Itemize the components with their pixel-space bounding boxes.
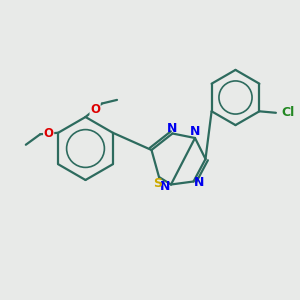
Text: N: N (160, 179, 170, 193)
Text: N: N (194, 176, 205, 189)
Text: S: S (153, 177, 162, 190)
Text: N: N (190, 125, 200, 139)
Text: O: O (90, 103, 100, 116)
Text: N: N (167, 122, 177, 135)
Text: O: O (44, 127, 54, 140)
Text: Cl: Cl (281, 106, 295, 119)
